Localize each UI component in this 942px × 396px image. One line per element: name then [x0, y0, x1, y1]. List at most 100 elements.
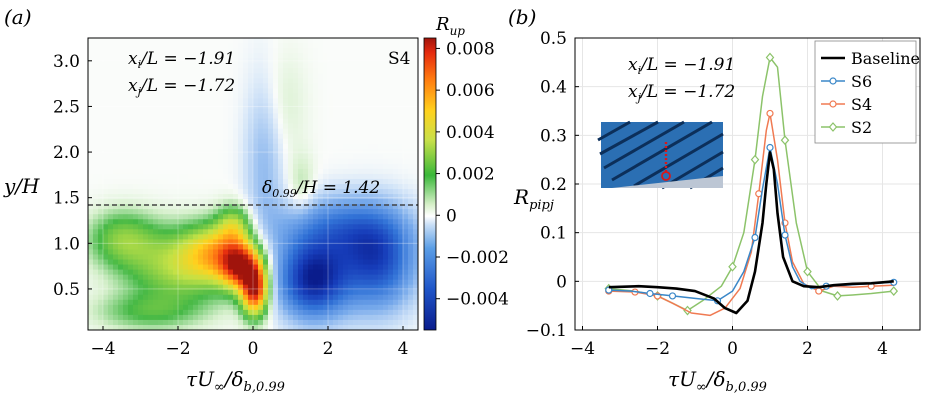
heatmap-cell	[323, 219, 329, 225]
heatmap-cell	[288, 133, 294, 140]
heatmap-cell	[393, 113, 399, 120]
heatmap-cell	[108, 194, 114, 200]
heatmap-cell	[178, 38, 184, 44]
heatmap-cell	[123, 68, 129, 74]
heatmap-cell	[153, 229, 159, 235]
heatmap-cell	[313, 118, 319, 125]
heatmap-cell	[118, 289, 124, 296]
heatmap-cell	[153, 78, 159, 84]
heatmap-cell	[263, 289, 269, 296]
heatmap-cell	[313, 254, 319, 261]
heatmap-cell	[338, 43, 344, 49]
heatmap-cell	[228, 239, 234, 246]
heatmap-cell	[173, 48, 179, 54]
heatmap-cell	[258, 98, 264, 105]
heatmap-cell	[398, 168, 404, 175]
heatmap-cell	[388, 133, 394, 140]
heatmap-cell	[143, 194, 149, 200]
heatmap-cell	[153, 158, 159, 165]
heatmap-cell	[258, 214, 264, 220]
heatmap-cell	[173, 304, 179, 311]
heatmap-cell	[123, 58, 129, 64]
heatmap-cell	[363, 148, 369, 155]
heatmap-cell	[353, 299, 359, 306]
heatmap-cell	[278, 178, 284, 185]
heatmap-cell	[218, 108, 224, 115]
heatmap-cell	[223, 118, 229, 125]
heatmap-cell	[223, 284, 229, 291]
heatmap-cell	[378, 148, 384, 155]
heatmap-cell	[258, 194, 264, 200]
heatmap-cell	[108, 254, 114, 261]
heatmap-cell	[198, 209, 204, 215]
heatmap-cell	[98, 148, 104, 155]
heatmap-cell	[378, 309, 384, 316]
heatmap-cell	[128, 189, 134, 195]
heatmap-cell	[193, 234, 199, 240]
heatmap-cell	[203, 78, 209, 84]
heatmap-cell	[208, 68, 214, 74]
heatmap-x-tick-label: 0	[248, 339, 259, 359]
heatmap-cell	[338, 173, 344, 180]
heatmap-cell	[148, 194, 154, 200]
heatmap-cell	[228, 153, 234, 160]
heatmap-cell	[258, 184, 264, 190]
heatmap-cell	[228, 98, 234, 105]
heatmap-cell	[293, 138, 299, 145]
heatmap-cell	[253, 324, 259, 330]
heatmap-cell	[143, 229, 149, 235]
heatmap-cell	[383, 229, 389, 235]
heatmap-cell	[333, 163, 339, 170]
heatmap-cell	[268, 229, 274, 235]
heatmap-cell	[188, 249, 194, 256]
heatmap-cell	[198, 68, 204, 74]
heatmap-cell	[163, 199, 169, 205]
heatmap-cell	[403, 43, 409, 49]
heatmap-cell	[168, 48, 174, 54]
heatmap-cell	[223, 38, 229, 44]
heatmap-cell	[263, 284, 269, 291]
heatmap-cell	[163, 314, 169, 321]
heatmap-cell	[398, 269, 404, 276]
heatmap-cell	[393, 118, 399, 125]
heatmap-cell	[118, 249, 124, 256]
heatmap-cell	[328, 148, 334, 155]
heatmap-cell	[93, 38, 99, 44]
heatmap-cell	[243, 43, 249, 49]
heatmap-cell	[263, 88, 269, 94]
heatmap-cell	[108, 289, 114, 296]
heatmap-cell	[148, 304, 154, 311]
heatmap-cell	[208, 284, 214, 291]
heatmap-cell	[298, 123, 304, 130]
heatmap-cell	[413, 184, 418, 190]
heatmap-cell	[223, 189, 229, 195]
heatmap-cell	[318, 128, 324, 135]
heatmap-cell	[393, 229, 399, 235]
heatmap-cell	[218, 204, 224, 210]
heatmap-cell	[103, 304, 109, 311]
heatmap-cell	[193, 98, 199, 105]
heatmap-cell	[248, 38, 254, 44]
heatmap-cell	[263, 103, 269, 110]
heatmap-cell	[278, 264, 284, 271]
heatmap-cell	[133, 68, 139, 74]
heatmap-cell	[88, 128, 94, 135]
heatmap-cell	[133, 118, 139, 125]
heatmap-cell	[323, 194, 329, 200]
heatmap-cell	[148, 128, 154, 135]
heatmap-cell	[88, 184, 94, 190]
heatmap-cell	[118, 98, 124, 105]
heatmap-cell	[123, 63, 129, 69]
heatmap-cell	[373, 249, 379, 256]
heatmap-cell	[193, 83, 199, 89]
heatmap-cell	[343, 299, 349, 306]
heatmap-cell	[403, 289, 409, 296]
heatmap-cell	[273, 93, 279, 100]
heatmap-cell	[188, 153, 194, 160]
heatmap-cell	[248, 73, 254, 79]
heatmap-cell	[278, 224, 284, 230]
heatmap-cell	[153, 138, 159, 145]
heatmap-cell	[128, 259, 134, 266]
heatmap-cell	[328, 143, 334, 150]
heatmap-cell	[108, 133, 114, 140]
